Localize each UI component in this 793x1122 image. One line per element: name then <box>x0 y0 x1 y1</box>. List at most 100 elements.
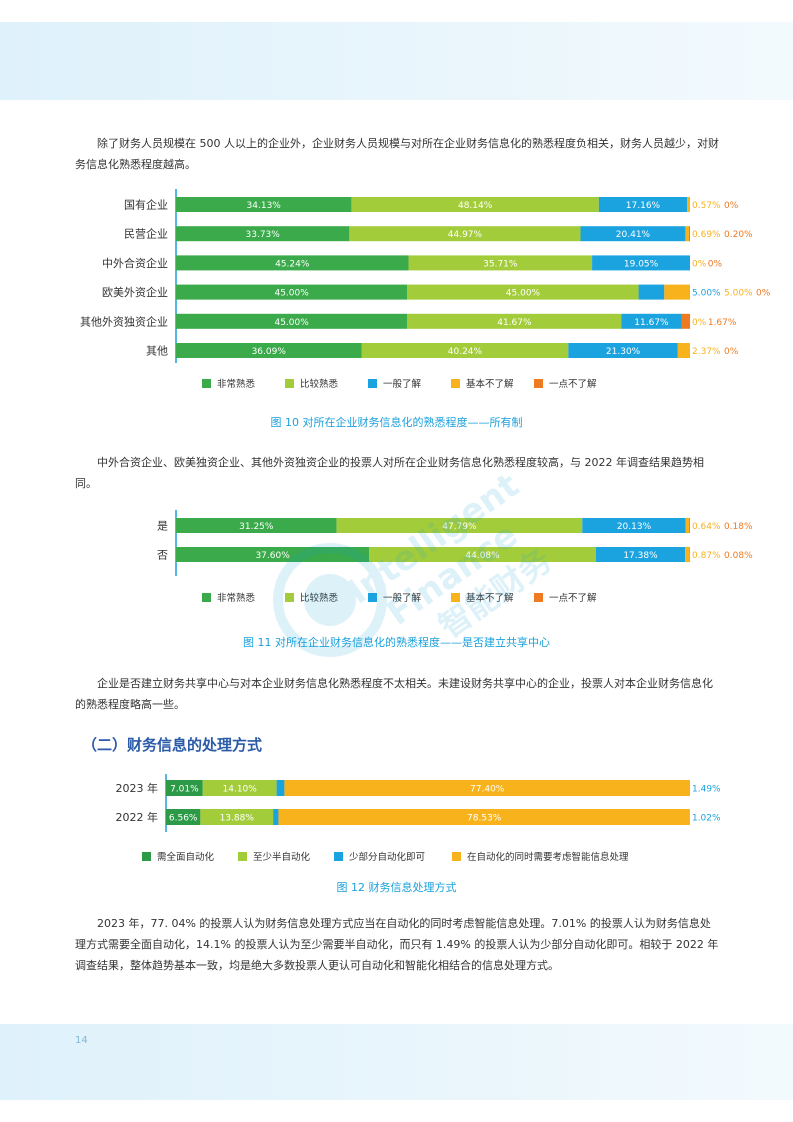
data-label: 0% <box>756 289 771 299</box>
category-label: 国有企业 <box>124 198 168 212</box>
bar-segment <box>351 197 599 212</box>
data-label: 6.56% <box>169 814 198 824</box>
legend-swatch <box>202 593 211 602</box>
data-label: 45.00% <box>274 318 309 328</box>
data-label: 44.97% <box>448 230 483 240</box>
bar-segment <box>685 226 689 242</box>
bar-segment <box>685 518 690 533</box>
category-label: 否 <box>157 549 168 562</box>
bar-segment <box>349 226 581 242</box>
data-label: 41.67% <box>497 318 532 328</box>
data-label: 48.14% <box>458 201 493 211</box>
data-label: 45.00% <box>506 289 541 299</box>
data-label: 0.64% <box>692 522 721 532</box>
data-label: 0.57% <box>692 201 721 211</box>
legend-swatch <box>452 852 461 861</box>
data-label: 13.88% <box>220 814 255 824</box>
bar-segment <box>687 197 690 212</box>
page-number: 14 <box>75 1035 88 1046</box>
category-label: 中外合资企业 <box>102 256 168 270</box>
chart-ownership-familiarity: 国有企业 34.13% 48.14% 17.16% 0.57% 0%民营企业 33.73% 4… <box>80 189 771 390</box>
bar-segment <box>592 255 690 271</box>
bar-segment <box>638 284 665 300</box>
legend-swatch <box>142 852 151 861</box>
figure-10-caption: 图 10 对所在企业财务信息化的熟悉程度——所有制 <box>270 416 523 429</box>
data-label: 34.13% <box>247 201 282 211</box>
bar-segment <box>176 197 352 212</box>
figure-11-caption: 图 11 对所在企业财务信息化的熟悉程度——是否建立共享中心 <box>243 636 550 649</box>
legend-label: 在自动化的同时需要考虑智能信息处理 <box>467 851 629 863</box>
legend-label: 非常熟悉 <box>217 378 256 390</box>
data-label: 37.60% <box>255 551 290 561</box>
data-label: 0.20% <box>724 230 753 240</box>
bar-segment <box>200 809 274 825</box>
data-label: 44.08% <box>465 551 500 561</box>
chart-processing-method: 2023 年 7.01% 14.10% 77.40% 1.49% 2022 年 6.56% 1… <box>116 774 721 863</box>
bar-segment <box>681 313 691 329</box>
bar-segment <box>369 547 596 562</box>
data-label: 0.18% <box>724 522 753 532</box>
data-label: 35.71% <box>483 259 518 269</box>
legend-swatch <box>285 593 294 602</box>
data-label: 0% <box>724 201 739 211</box>
data-label: 0.08% <box>724 551 753 561</box>
legend-label: 比较熟悉 <box>300 378 339 390</box>
bar-segment <box>176 255 409 271</box>
data-label: 7.01% <box>170 785 199 795</box>
bar-segment <box>276 780 285 796</box>
figure-12-caption: 图 12 财务信息处理方式 <box>336 881 457 894</box>
data-label: 5.00% <box>692 289 721 299</box>
data-label: 0% <box>708 259 723 269</box>
bar-segment <box>176 226 350 242</box>
legend-swatch <box>534 379 543 388</box>
legend-swatch <box>285 379 294 388</box>
data-label: 45.00% <box>274 289 309 299</box>
header-band <box>0 22 793 100</box>
data-label: 19.05% <box>624 259 659 269</box>
watermark-logo: Intelligent Finance 智能财务 <box>273 470 559 657</box>
bar-segment <box>580 226 686 242</box>
data-label: 17.16% <box>626 201 661 211</box>
legend-swatch <box>202 379 211 388</box>
paragraph-4: 2023 年，77. 04% 的投票人认为财务信息处理方式应当在自动化的同时考虑… <box>75 917 719 972</box>
data-label: 40.24% <box>448 347 483 357</box>
data-label: 14.10% <box>223 785 258 795</box>
bar-segment <box>598 197 688 212</box>
bar-segment <box>166 809 201 825</box>
data-label: 31.25% <box>239 522 274 532</box>
bar-segment <box>202 780 277 796</box>
legend-swatch <box>451 379 460 388</box>
bar-segment <box>595 547 686 562</box>
bar-segment <box>677 343 690 358</box>
data-label: 0.87% <box>692 551 721 561</box>
bar-segment <box>664 284 690 300</box>
data-label: 0.69% <box>692 230 721 240</box>
data-label: 20.13% <box>617 522 652 532</box>
bar-segment <box>176 547 370 562</box>
paragraph-1: 除了财务人员规模在 500 人以上的企业外，企业财务人员规模与对所在企业财务信息… <box>75 137 719 171</box>
chart-shared-center-familiarity: 是 31.25% 47.79% 20.13% 0.64% 0.18% 否 37.60% 44.0… <box>157 510 753 604</box>
bar-segment <box>336 518 583 533</box>
data-label: 1.67% <box>708 318 737 328</box>
category-label: 2022 年 <box>116 810 159 824</box>
bar-segment <box>688 226 690 242</box>
data-label: 5.00% <box>724 289 753 299</box>
bar-segment <box>273 809 279 825</box>
legend-label: 一点不了解 <box>549 592 597 604</box>
bar-segment <box>176 284 408 300</box>
category-label: 其他 <box>146 345 168 358</box>
bar-segment <box>361 343 569 358</box>
bar-segment <box>689 518 690 533</box>
data-label: 77.40% <box>470 785 505 795</box>
category-label: 是 <box>157 520 168 533</box>
legend-swatch <box>451 593 460 602</box>
data-label: 45.24% <box>275 259 310 269</box>
category-label: 其他外资独资企业 <box>80 314 168 328</box>
legend-label: 基本不了解 <box>466 378 514 390</box>
bar-segment <box>568 343 678 358</box>
legend-label: 一般了解 <box>383 378 422 390</box>
section-heading: （二）财务信息的处理方式 <box>82 736 263 754</box>
footer-band <box>0 1024 793 1100</box>
data-label: 78.53% <box>467 814 502 824</box>
data-label: 20.41% <box>616 230 651 240</box>
